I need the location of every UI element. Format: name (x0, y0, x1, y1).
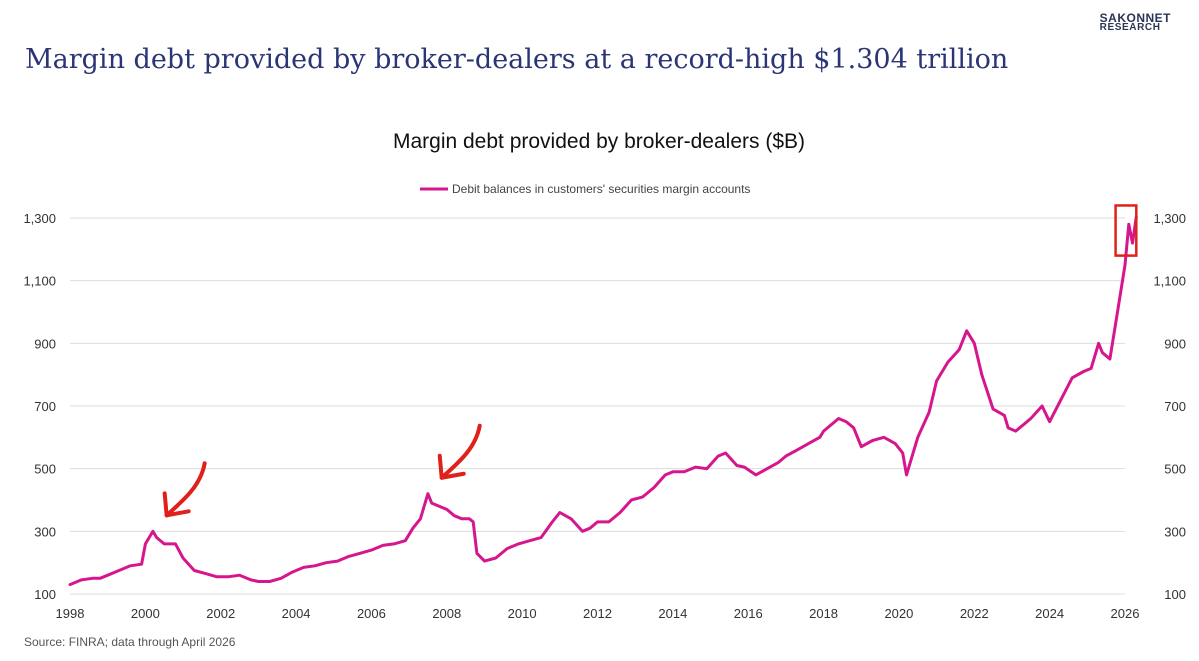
x-tick-label: 2014 (658, 606, 687, 621)
y-tick-label-right: 300 (1164, 524, 1186, 539)
x-tick-label: 2026 (1111, 606, 1140, 621)
x-tick-label: 2016 (734, 606, 763, 621)
x-tick-label: 2000 (131, 606, 160, 621)
logo-line-2: RESEARCH (1099, 22, 1161, 33)
y-tick-label-right: 1,100 (1153, 274, 1186, 289)
y-tick-label-left: 300 (34, 524, 56, 539)
chart-title: Margin debt provided by broker-dealers (… (393, 130, 805, 153)
series-line (68, 215, 1138, 587)
legend-label: Debit balances in customers' securities … (452, 182, 750, 196)
highlight-box (1114, 204, 1138, 257)
x-tick-label: 2012 (583, 606, 612, 621)
x-tick-label: 2022 (960, 606, 989, 621)
y-tick-label-left: 500 (34, 462, 56, 477)
source-note: Source: FINRA; data through April 2026 (24, 635, 236, 649)
series-layer (68, 215, 1138, 587)
x-tick-label: 2008 (432, 606, 461, 621)
x-tick-label: 1998 (56, 606, 85, 621)
page-headline: Margin debt provided by broker-dealers a… (25, 44, 1009, 75)
logo-line-1: SAKONNET (1099, 11, 1171, 25)
x-tick-label: 2002 (206, 606, 235, 621)
chart-legend: Debit balances in customers' securities … (420, 182, 750, 196)
y-tick-label-left: 1,300 (23, 211, 56, 226)
y-tick-label-left: 700 (34, 399, 56, 414)
annotation-layer (162, 204, 1138, 518)
annotation-arrowhead (437, 453, 466, 480)
x-tick-label: 2024 (1035, 606, 1064, 621)
y-axis-right: 100 300 500 700 900 1,100 1,300 (1153, 211, 1186, 602)
annotation-arrowhead (162, 491, 191, 518)
y-tick-label-right: 700 (1164, 399, 1186, 414)
y-tick-label-right: 1,300 (1153, 211, 1186, 226)
annotation-arrow (164, 461, 207, 518)
annotation-arrow (439, 423, 482, 480)
x-tick-label: 2020 (884, 606, 913, 621)
y-tick-label-left: 900 (34, 336, 56, 351)
y-tick-label-left: 1,100 (23, 274, 56, 289)
y-tick-label-right: 100 (1164, 587, 1186, 602)
sakonnet-logo: SAKONNET RESEARCH (1099, 11, 1171, 33)
y-tick-label-right: 500 (1164, 462, 1186, 477)
x-tick-label: 2018 (809, 606, 838, 621)
x-tick-label: 2004 (282, 606, 311, 621)
y-axis-left: 100 300 500 700 900 1,100 1,300 (23, 211, 56, 602)
x-tick-label: 2006 (357, 606, 386, 621)
x-axis: 1998 2000 2002 2004 2006 2008 2010 2012 2014 2016… (56, 606, 1140, 621)
y-tick-label-right: 900 (1164, 336, 1186, 351)
gridlines (70, 217, 1125, 595)
x-tick-label: 2010 (508, 606, 537, 621)
y-tick-label-left: 100 (34, 587, 56, 602)
